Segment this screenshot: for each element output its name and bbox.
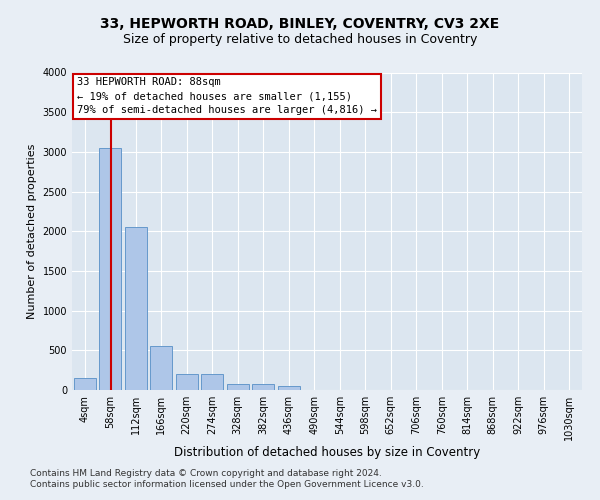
Bar — [176, 374, 197, 390]
Bar — [151, 346, 172, 390]
Text: Contains HM Land Registry data © Crown copyright and database right 2024.: Contains HM Land Registry data © Crown c… — [30, 468, 382, 477]
Bar — [253, 384, 274, 390]
Bar — [100, 148, 121, 390]
X-axis label: Distribution of detached houses by size in Coventry: Distribution of detached houses by size … — [174, 446, 480, 458]
Bar — [74, 378, 95, 390]
Text: Size of property relative to detached houses in Coventry: Size of property relative to detached ho… — [123, 34, 477, 46]
Bar — [202, 374, 223, 390]
Bar — [278, 386, 299, 390]
Bar — [227, 384, 248, 390]
Text: Contains public sector information licensed under the Open Government Licence v3: Contains public sector information licen… — [30, 480, 424, 489]
Bar — [125, 228, 146, 390]
Text: 33 HEPWORTH ROAD: 88sqm
← 19% of detached houses are smaller (1,155)
79% of semi: 33 HEPWORTH ROAD: 88sqm ← 19% of detache… — [77, 78, 377, 116]
Y-axis label: Number of detached properties: Number of detached properties — [27, 144, 37, 319]
Text: 33, HEPWORTH ROAD, BINLEY, COVENTRY, CV3 2XE: 33, HEPWORTH ROAD, BINLEY, COVENTRY, CV3… — [100, 18, 500, 32]
